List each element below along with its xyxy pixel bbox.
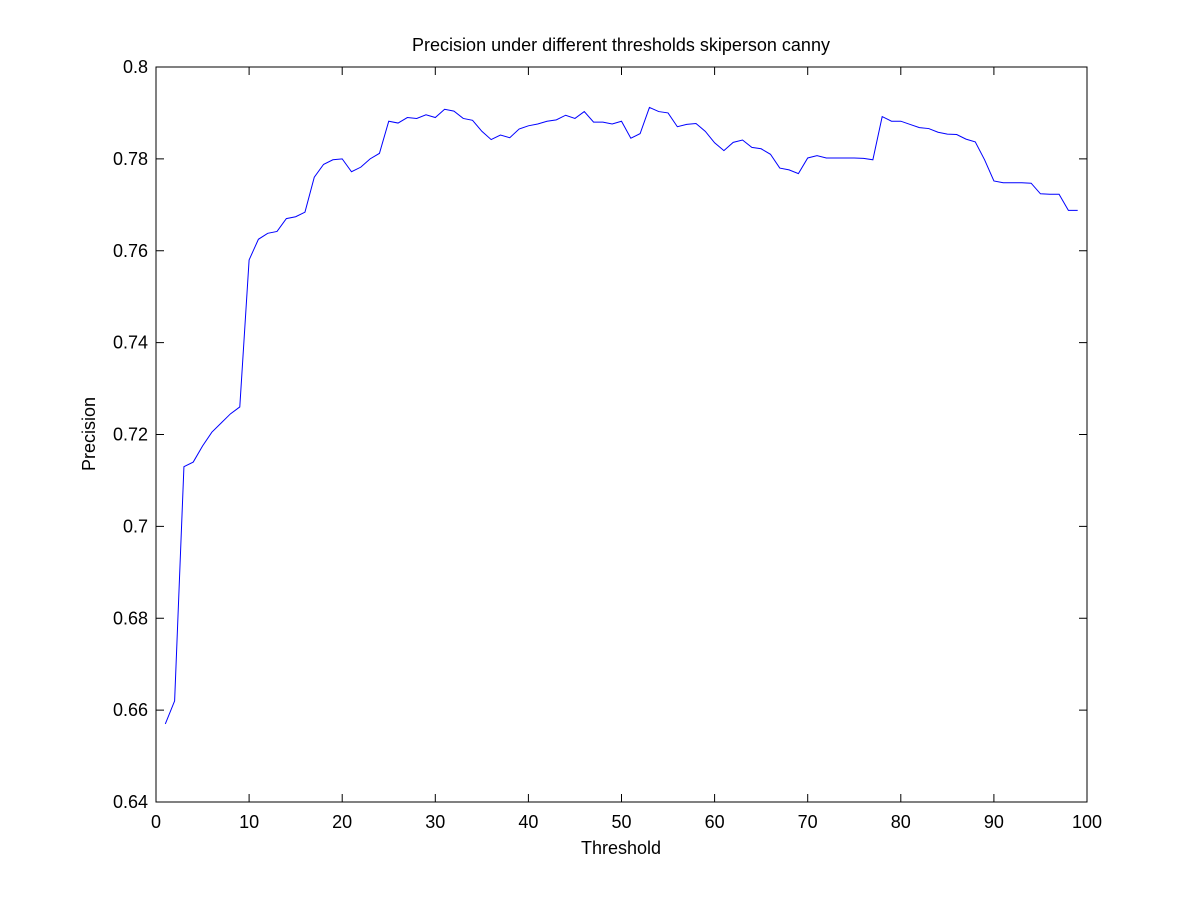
plot-area [155,66,1088,803]
y-axis-label: Precision [79,397,99,471]
y-tick-label: 0.7 [123,516,148,536]
x-tick-label: 50 [611,812,631,832]
x-axis: 0 10 20 30 40 50 60 70 80 90 100 [151,67,1102,832]
x-tick-label: 70 [798,812,818,832]
x-tick-label: 90 [984,812,1004,832]
y-axis: 0.64 0.66 0.68 0.7 0.72 0.74 0.76 0.78 0.8 [113,57,1087,812]
y-tick-label: 0.74 [113,333,148,353]
x-tick-label: 10 [239,812,259,832]
y-tick-label: 0.64 [113,792,148,812]
x-axis-label: Threshold [581,838,661,858]
y-tick-label: 0.68 [113,608,148,628]
precision-line [164,106,1078,725]
x-tick-label: 80 [891,812,911,832]
x-tick-label: 0 [151,812,161,832]
x-tick-label: 100 [1072,812,1102,832]
x-tick-label: 40 [518,812,538,832]
chart-title: Precision under different thresholds ski… [412,35,830,55]
y-tick-label: 0.76 [113,241,148,261]
plot-frame [155,66,1088,803]
x-tick-label: 60 [705,812,725,832]
y-tick-label: 0.72 [113,425,148,445]
x-tick-label: 30 [425,812,445,832]
y-tick-label: 0.8 [123,57,148,77]
y-tick-label: 0.78 [113,149,148,169]
x-tick-label: 20 [332,812,352,832]
y-tick-label: 0.66 [113,700,148,720]
